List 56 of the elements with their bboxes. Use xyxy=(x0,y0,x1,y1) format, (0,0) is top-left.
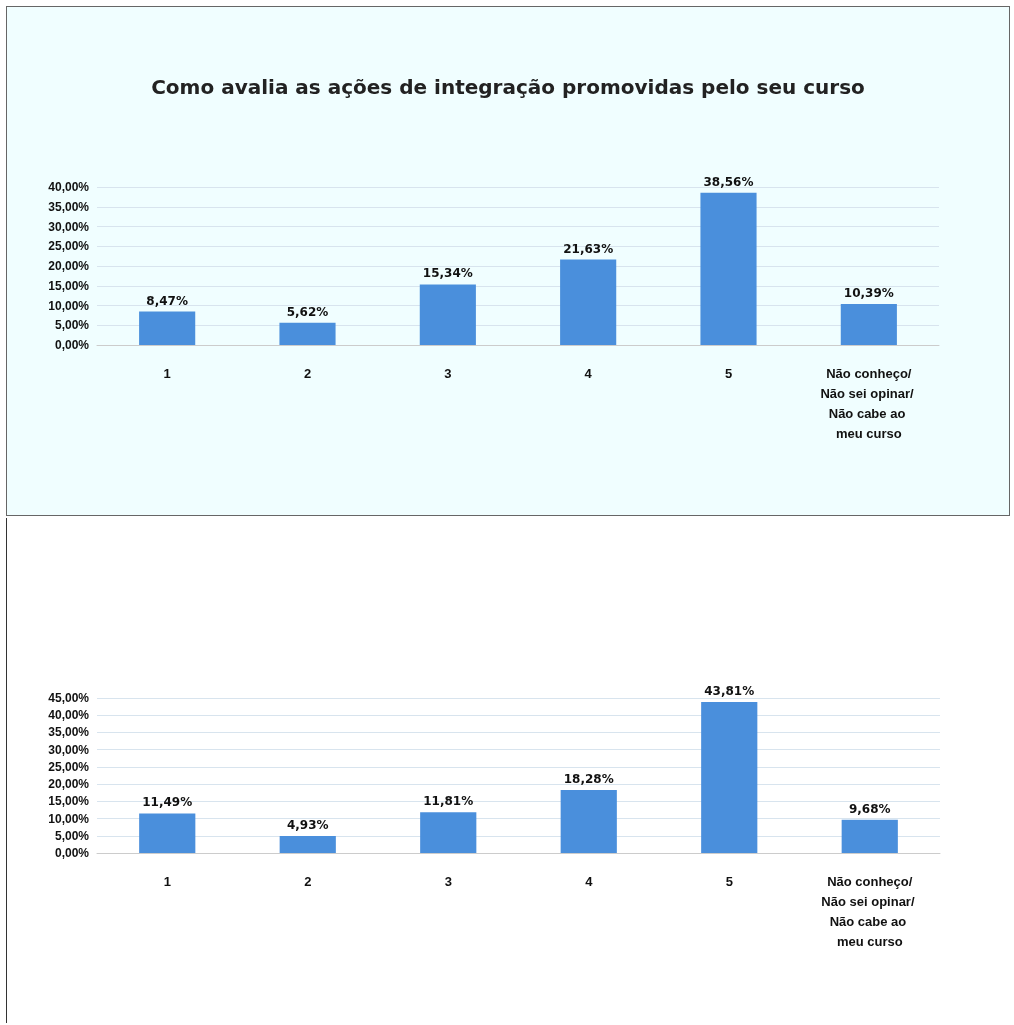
y-tick-label: 0,00% xyxy=(54,338,90,352)
x-tick-label: 4 xyxy=(584,365,593,381)
data-label: 5,62% xyxy=(286,304,329,319)
y-tick-label: 35,00% xyxy=(48,725,90,740)
bar xyxy=(700,192,757,345)
bar xyxy=(701,702,758,853)
y-tick-label: 20,00% xyxy=(48,777,90,792)
y-tick-label: 0,00% xyxy=(54,846,90,860)
data-label: 21,63% xyxy=(563,241,614,256)
y-tick-label: 30,00% xyxy=(48,219,90,234)
bar xyxy=(420,812,477,853)
x-tick-label: 2 xyxy=(303,365,312,381)
x-tick-label: 3 xyxy=(444,873,452,889)
y-tick-label: 40,00% xyxy=(48,180,90,194)
y-tick-label: 15,00% xyxy=(48,794,90,809)
y-tick-label: 25,00% xyxy=(48,759,90,774)
data-label: 11,49% xyxy=(142,795,193,810)
bar xyxy=(840,303,897,345)
data-label: 9,68% xyxy=(848,801,891,816)
bar xyxy=(139,311,196,345)
x-tick-label: 5 xyxy=(724,365,733,381)
bar xyxy=(279,322,336,345)
y-tick-label: 20,00% xyxy=(48,259,90,273)
data-label: 43,81% xyxy=(704,684,755,699)
data-label: 18,28% xyxy=(563,772,614,787)
y-tick-label: 10,00% xyxy=(48,298,90,313)
data-label: 11,81% xyxy=(423,794,474,809)
x-tick-label: 3 xyxy=(444,365,452,381)
data-label: 15,34% xyxy=(422,266,473,281)
y-tick-label: 40,00% xyxy=(48,708,90,723)
x-tick-label: Não conheço/Não sei opinar/ Não cabe ao meu curso xyxy=(820,365,918,441)
bar xyxy=(841,819,898,853)
y-tick-label: 30,00% xyxy=(48,742,90,757)
bar xyxy=(560,790,617,853)
x-tick-label: 1 xyxy=(163,365,171,381)
y-tick-label: 15,00% xyxy=(48,278,90,293)
data-label: 4,93% xyxy=(286,818,329,833)
x-tick-label: 2 xyxy=(304,873,312,889)
data-label: 8,47% xyxy=(146,293,188,308)
x-tick-label: 5 xyxy=(725,873,733,889)
y-tick-label: 5,00% xyxy=(54,318,90,333)
y-tick-label: 5,00% xyxy=(54,828,90,843)
x-tick-label: Não conheço/Não sei opinar/ Não cabe ao meu curso xyxy=(821,873,919,949)
bar xyxy=(560,259,617,345)
y-tick-label: 10,00% xyxy=(48,811,90,826)
bar xyxy=(419,284,476,345)
chart-title: Como avalia as ações de integração promovidas pelo seu curso xyxy=(151,75,865,99)
x-tick-label: 4 xyxy=(585,873,594,889)
x-tick-label: 1 xyxy=(163,873,171,889)
bar xyxy=(139,813,196,853)
bar xyxy=(279,836,336,853)
y-tick-label: 35,00% xyxy=(48,199,90,214)
data-label: 10,39% xyxy=(843,285,894,300)
y-tick-label: 25,00% xyxy=(48,239,90,254)
data-label: 38,56% xyxy=(703,174,754,189)
y-tick-label: 45,00% xyxy=(48,691,90,705)
